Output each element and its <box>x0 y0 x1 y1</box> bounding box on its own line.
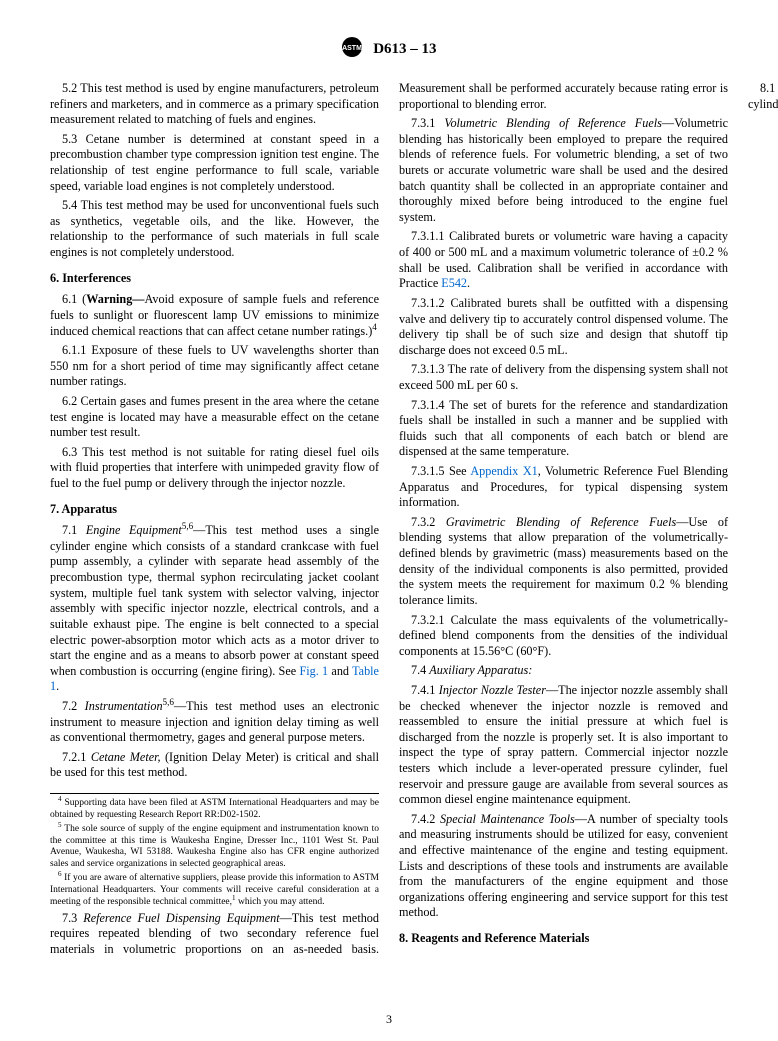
para-7-4-1: 7.4.1 Injector Nozzle Tester—The injecto… <box>399 683 728 808</box>
term: Volumetric Blending of Reference Fuels <box>444 116 662 130</box>
text: 7.2 <box>62 699 85 713</box>
document-number: D613 – 13 <box>373 41 436 57</box>
para-7-3-1-5: 7.3.1.5 See Appendix X1, Volumetric Refe… <box>399 464 728 511</box>
footnote-text: Supporting data have been filed at ASTM … <box>50 798 379 820</box>
para-7-3-2: 7.3.2 Gravimetric Blending of Reference … <box>399 515 728 609</box>
para-7-3-1-1: 7.3.1.1 Calibrated burets or volumetric … <box>399 229 728 291</box>
para-5-3: 5.3 Cetane number is determined at const… <box>50 132 379 194</box>
para-7-2: 7.2 Instrumentation5,6—This test method … <box>50 699 379 746</box>
footnote-ref-4: 4 <box>372 321 377 331</box>
footnote-text: The sole source of supply of the engine … <box>50 824 379 870</box>
para-7-3-1-3: 7.3.1.3 The rate of delivery from the di… <box>399 362 728 393</box>
text: 7.2.1 <box>62 750 91 764</box>
heading-6: 6. Interferences <box>50 271 379 287</box>
para-6-1-1: 6.1.1 Exposure of these fuels to UV wave… <box>50 343 379 390</box>
document-page: ASTM D613 – 13 5.2 This test method is u… <box>0 0 778 1041</box>
para-7-3-1-2: 7.3.1.2 Calibrated burets shall be outfi… <box>399 296 728 358</box>
link-e542[interactable]: E542 <box>441 276 467 290</box>
footnote-4: 4 Supporting data have been filed at AST… <box>50 798 379 822</box>
footnote-5: 5 The sole source of supply of the engin… <box>50 824 379 872</box>
text: 7.3.1 <box>411 116 444 130</box>
para-7-4: 7.4 Auxiliary Apparatus: <box>399 663 728 679</box>
para-5-2: 5.2 This test method is used by engine m… <box>50 81 379 128</box>
term: Instrumentation <box>85 699 163 713</box>
link-appendix-x1[interactable]: Appendix X1 <box>470 464 537 478</box>
term: Gravimetric Blending of Reference Fuels <box>446 515 676 529</box>
text: and <box>328 664 352 678</box>
heading-8: 8. Reagents and Reference Materials <box>399 931 728 947</box>
term: Cetane Meter, <box>91 750 161 764</box>
term: Injector Nozzle Tester <box>439 683 546 697</box>
para-6-3: 6.3 This test method is not suitable for… <box>50 445 379 492</box>
term: Special Maintenance Tools <box>440 812 575 826</box>
para-7-1: 7.1 Engine Equipment5,6—This test method… <box>50 523 379 695</box>
text: 7.3 <box>62 911 83 925</box>
footnote-text: which you may attend. <box>236 897 325 907</box>
text: 6.1 ( <box>62 292 86 306</box>
page-header: ASTM D613 – 13 <box>50 36 728 63</box>
link-fig-1[interactable]: Fig. 1 <box>299 664 328 678</box>
warning-label: Warning— <box>86 292 144 306</box>
term: Engine Equipment <box>86 523 182 537</box>
text: 7.4.2 <box>411 812 440 826</box>
text: 7.3.1.5 See <box>411 464 470 478</box>
para-5-4: 5.4 This test method may be used for unc… <box>50 198 379 260</box>
footnote-6: 6 If you are aware of alternative suppli… <box>50 873 379 909</box>
text: —Volumetric blending has historically be… <box>399 116 728 224</box>
para-6-1: 6.1 (Warning—Avoid exposure of sample fu… <box>50 292 379 339</box>
page-number: 3 <box>0 1012 778 1027</box>
para-6-2: 6.2 Certain gases and fumes present in t… <box>50 394 379 441</box>
footnote-ref-5-6: 5,6 <box>182 521 193 531</box>
text: —The injector nozzle assembly shall be c… <box>399 683 728 806</box>
text: 7.4 <box>411 663 429 677</box>
astm-logo: ASTM <box>341 36 363 63</box>
text: 7.4.1 <box>411 683 439 697</box>
para-7-3-2-1: 7.3.2.1 Calculate the mass equivalents o… <box>399 613 728 660</box>
text: —A number of specialty tools and measuri… <box>399 812 728 920</box>
para-7-3-1: 7.3.1 Volumetric Blending of Reference F… <box>399 116 728 225</box>
para-7-4-2: 7.4.2 Special Maintenance Tools—A number… <box>399 812 728 921</box>
para-7-2-1: 7.2.1 Cetane Meter, (Ignition Delay Mete… <box>50 750 379 781</box>
para-7-3-1-4: 7.3.1.4 The set of burets for the refere… <box>399 398 728 460</box>
term: Auxiliary Apparatus: <box>429 663 532 677</box>
heading-7: 7. Apparatus <box>50 502 379 518</box>
footnote-ref-5-6b: 5,6 <box>163 697 174 707</box>
text: 7.1 <box>62 523 86 537</box>
text: . <box>467 276 470 290</box>
text: 8.1 <box>760 81 778 95</box>
para-8-1: 8.1 Cylinder Jacket Coolant—Water shall … <box>748 81 778 112</box>
footnotes-block: 4 Supporting data have been filed at AST… <box>50 793 379 909</box>
body-columns: 5.2 This test method is used by engine m… <box>50 81 728 969</box>
text: 7.3.2 <box>411 515 446 529</box>
term: Reference Fuel Dispensing Equipment <box>83 911 279 925</box>
footnote-text: If you are aware of alternative supplier… <box>50 873 379 907</box>
text: —This test method uses a single cylinder… <box>50 523 379 677</box>
svg-text:ASTM: ASTM <box>343 45 363 52</box>
text: . <box>56 679 59 693</box>
